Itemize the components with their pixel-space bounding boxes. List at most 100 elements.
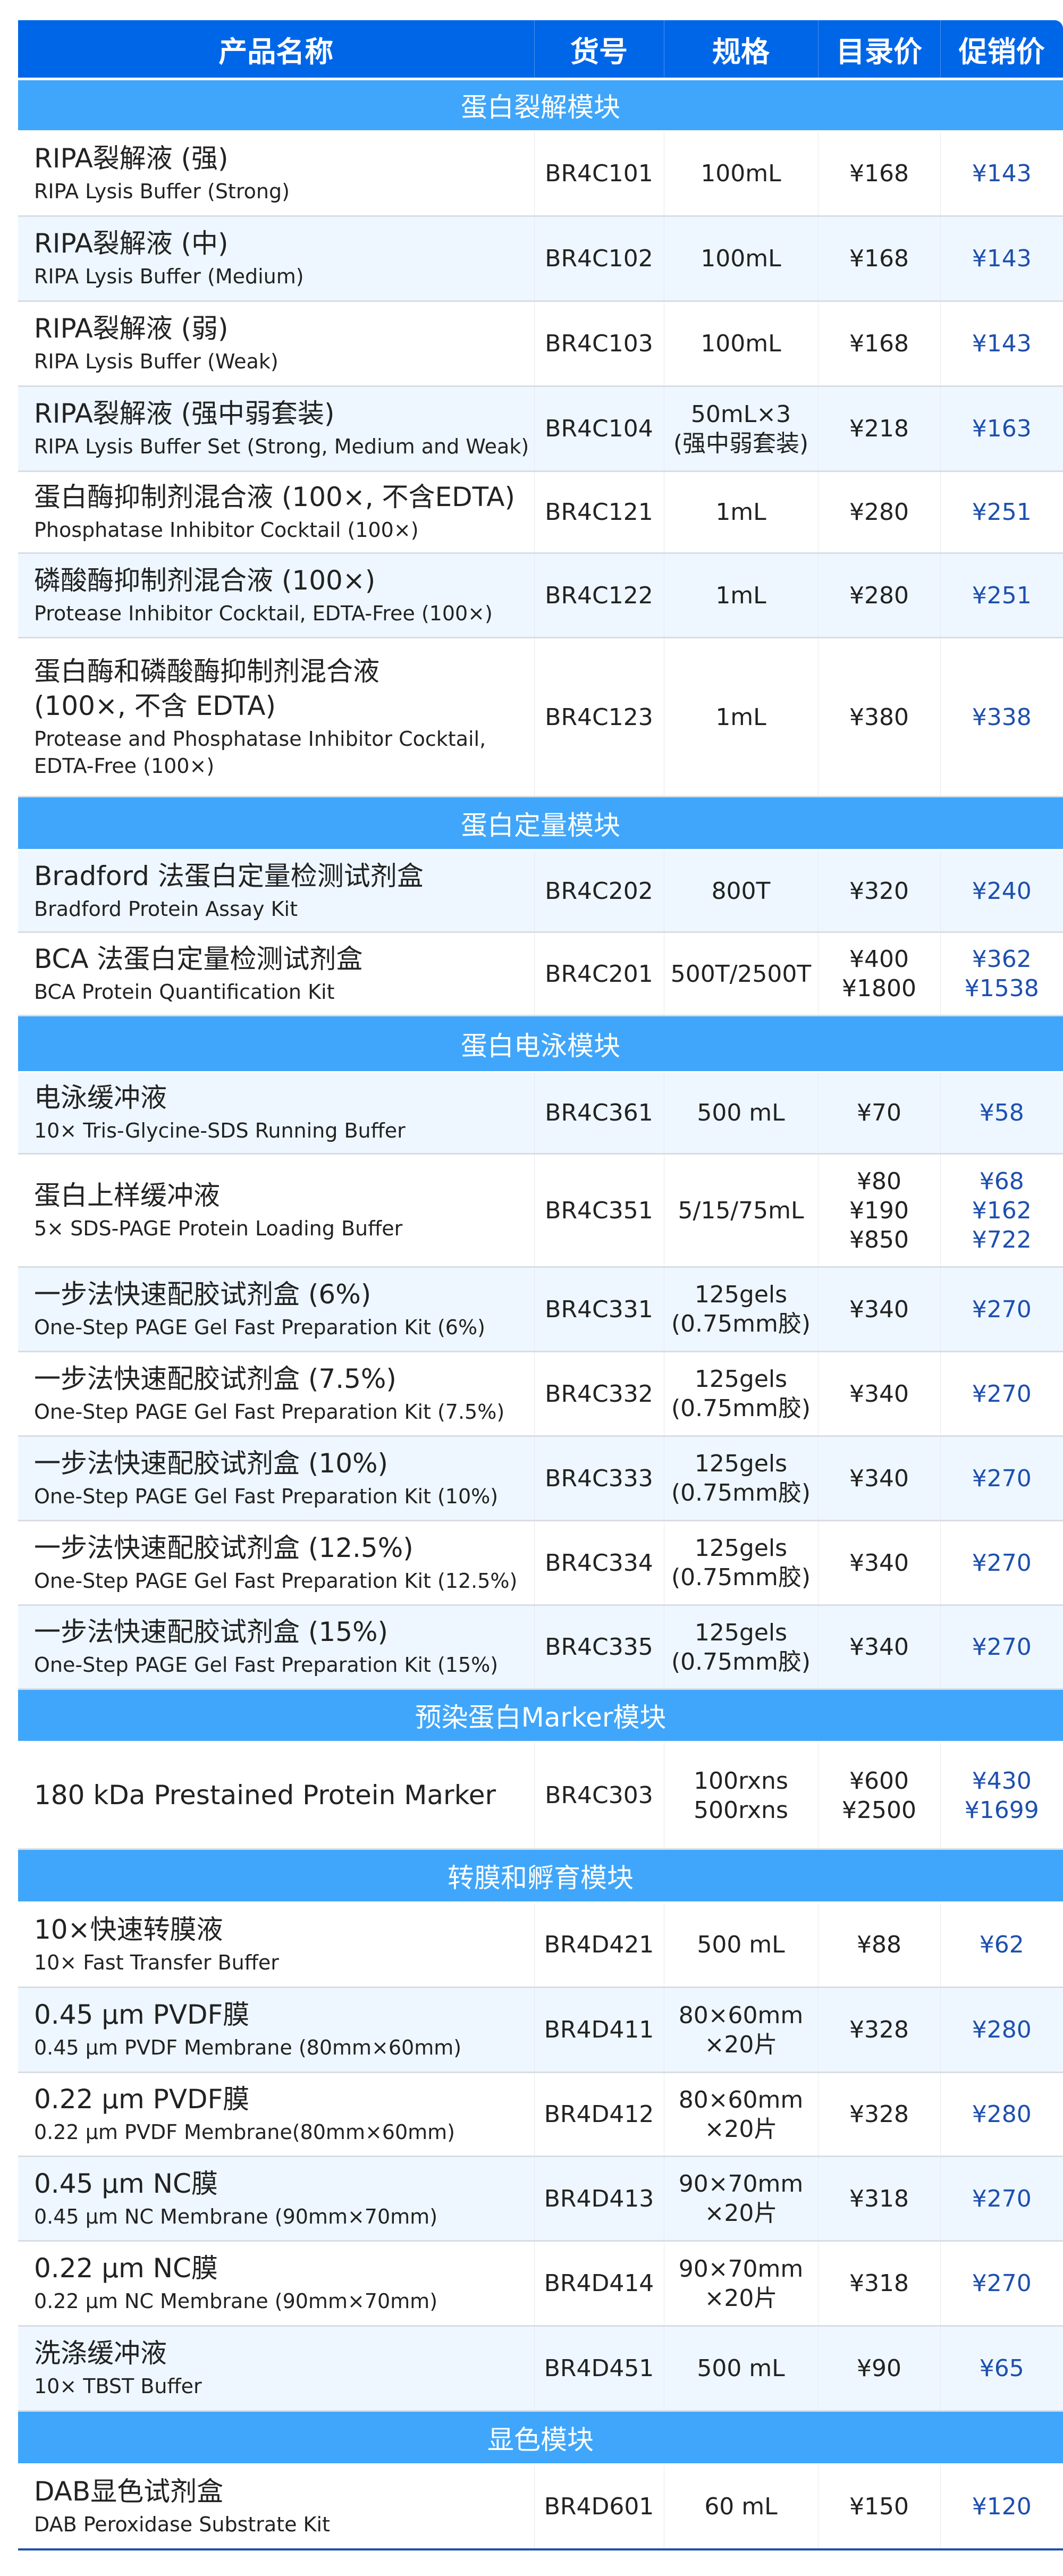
spec-line: 500rxns xyxy=(694,1796,788,1824)
spec-line: 500 mL xyxy=(697,2355,785,2382)
product-spec: 125gels (0.75mm胶) xyxy=(663,1267,818,1352)
spec-line: (0.75mm胶) xyxy=(671,1648,811,1676)
spec-line: 100rxns xyxy=(694,1767,788,1795)
product-name-cn-line: 180 kDa Prestained Protein Marker xyxy=(34,1780,496,1811)
table-header-row: 产品名称 货号 规格 目录价 促销价 xyxy=(18,20,1063,80)
product-code: BR4C331 xyxy=(534,1267,664,1352)
product-code: BR4D451 xyxy=(534,2326,664,2412)
product-name-cn-line: RIPA裂解液 (中) xyxy=(34,228,229,259)
section-header-row: 转膜和孵育模块 xyxy=(18,1849,1063,1903)
product-code: BR4C361 xyxy=(534,1072,664,1155)
product-spec: 125gels (0.75mm胶) xyxy=(663,1605,818,1690)
product-row: 0.45 µm PVDF膜 0.45 µm PVDF Membrane (80mm… xyxy=(18,1987,1063,2073)
product-row: 一步法快速配胶试剂盒 (6%) One-Step PAGE Gel Fast Pr… xyxy=(18,1267,1063,1352)
product-name-en-line: 5× SDS-PAGE Protein Loading Buffer xyxy=(34,1216,403,1240)
product-code: BR4C351 xyxy=(534,1154,664,1268)
product-name-en-line: 0.45 µm PVDF Membrane (80mm×60mm) xyxy=(34,2036,462,2060)
header-promo-price: 促销价 xyxy=(940,20,1063,80)
promo-price-value: ¥68 xyxy=(979,1167,1024,1195)
list-price: ¥168 xyxy=(817,131,940,217)
product-spec: 100mL xyxy=(663,216,818,302)
spec-line: (0.75mm胶) xyxy=(671,1310,811,1337)
list-price: ¥280 xyxy=(817,471,940,554)
spec-line: (0.75mm胶) xyxy=(671,1564,811,1591)
product-name-en: 0.45 µm NC Membrane (90mm×70mm) xyxy=(34,2203,534,2230)
product-spec: 1mL xyxy=(663,553,818,638)
product-spec: 90×70mm ×20片 xyxy=(663,2241,818,2327)
product-spec: 800T xyxy=(663,849,818,933)
promo-price: ¥68 ¥162 ¥722 xyxy=(940,1154,1063,1268)
spec-line: 1mL xyxy=(715,499,766,526)
product-row: 蛋白酶抑制剂混合液 (100×, 不含EDTA) Phosphatase Inhi… xyxy=(18,471,1063,554)
product-row: 一步法快速配胶试剂盒 (7.5%) One-Step PAGE Gel Fast … xyxy=(18,1351,1063,1437)
list-price: ¥280 xyxy=(817,553,940,638)
spec-line: 5/15/75mL xyxy=(678,1197,804,1224)
product-name-cell: RIPA裂解液 (强中弱套装) RIPA Lysis Buffer Set (St… xyxy=(18,386,534,472)
product-row: 180 kDa Prestained Protein Marker BR4C303… xyxy=(18,1741,1063,1850)
promo-price-value: ¥722 xyxy=(972,1226,1032,1253)
list-price: ¥600 ¥2500 xyxy=(817,1741,940,1850)
promo-price-value: ¥270 xyxy=(972,1295,1032,1323)
product-name-cell: 蛋白酶和磷酸酶抑制剂混合液 (100×, 不含 EDTA) Protease and… xyxy=(18,637,534,797)
spec-line: 125gels xyxy=(694,1619,788,1646)
product-name-cn-line: 一步法快速配胶试剂盒 (10%) xyxy=(34,1447,389,1479)
section-title: 蛋白电泳模块 xyxy=(18,1015,1063,1073)
product-spec: 125gels (0.75mm胶) xyxy=(663,1351,818,1437)
product-name-en-line: RIPA Lysis Buffer (Medium) xyxy=(34,265,304,289)
product-row: RIPA裂解液 (强中弱套装) RIPA Lysis Buffer Set (St… xyxy=(18,386,1063,472)
product-spec: 100mL xyxy=(663,131,818,217)
product-name-cn-line: RIPA裂解液 (强) xyxy=(34,143,229,174)
product-spec: 500 mL xyxy=(663,2326,818,2412)
list-price-value: ¥190 xyxy=(849,1197,909,1224)
product-name-en: DAB Peroxidase Substrate Kit xyxy=(34,2511,534,2538)
promo-price: ¥270 xyxy=(940,1436,1063,1521)
product-row: DAB显色试剂盒 DAB Peroxidase Substrate Kit BR4D… xyxy=(18,2464,1063,2550)
product-name-en: 0.22 µm PVDF Membrane(80mm×60mm) xyxy=(34,2119,534,2146)
product-name-cn: 180 kDa Prestained Protein Marker xyxy=(34,1778,534,1813)
product-name-en: RIPA Lysis Buffer (Weak) xyxy=(34,348,534,375)
promo-price-value: ¥280 xyxy=(972,2016,1032,2043)
product-code: BR4C102 xyxy=(534,216,664,302)
list-price: ¥340 xyxy=(817,1436,940,1521)
product-name-cell: 10×快速转膜液 10× Fast Transfer Buffer xyxy=(18,1902,534,1988)
product-spec: 500T/2500T xyxy=(663,932,818,1016)
product-row: BCA 法蛋白定量检测试剂盒 BCA Protein Quantification… xyxy=(18,932,1063,1016)
product-code: BR4D414 xyxy=(534,2241,664,2327)
product-name-en-line: 10× Fast Transfer Buffer xyxy=(34,1951,279,1975)
header-code: 货号 xyxy=(534,20,664,80)
header-list-price: 目录价 xyxy=(817,20,940,80)
spec-line: (0.75mm胶) xyxy=(671,1395,811,1422)
product-row: RIPA裂解液 (中) RIPA Lysis Buffer (Medium) BR4… xyxy=(18,216,1063,302)
promo-price: ¥251 xyxy=(940,471,1063,554)
list-price: ¥218 xyxy=(817,386,940,472)
product-name-cell: 0.22 µm PVDF膜 0.22 µm PVDF Membrane(80mm×… xyxy=(18,2072,534,2157)
product-name-cn: 洗涤缓冲液 xyxy=(34,2336,534,2371)
product-spec: 100mL xyxy=(663,301,818,387)
product-name-en: Protease and Phosphatase Inhibitor Cockt… xyxy=(34,726,534,780)
spec-line: 100mL xyxy=(701,245,781,272)
promo-price-value: ¥270 xyxy=(972,1464,1032,1492)
promo-price: ¥270 xyxy=(940,2156,1063,2242)
promo-price: ¥270 xyxy=(940,1267,1063,1352)
section-header-row: 蛋白裂解模块 xyxy=(18,79,1063,132)
spec-line: 125gels xyxy=(694,1366,788,1393)
promo-price-value: ¥270 xyxy=(972,2185,1032,2212)
product-name-en: One-Step PAGE Gel Fast Preparation Kit (… xyxy=(34,1314,534,1341)
product-name-cell: RIPA裂解液 (强) RIPA Lysis Buffer (Strong) xyxy=(18,131,534,217)
product-name-cell: DAB显色试剂盒 DAB Peroxidase Substrate Kit xyxy=(18,2464,534,2550)
promo-price: ¥58 xyxy=(940,1072,1063,1155)
list-price-value: ¥280 xyxy=(849,499,909,526)
list-price: ¥320 xyxy=(817,849,940,933)
promo-price-value: ¥62 xyxy=(979,1931,1024,1958)
product-spec: 90×70mm ×20片 xyxy=(663,2156,818,2242)
product-name-en-line: 0.22 µm PVDF Membrane(80mm×60mm) xyxy=(34,2120,455,2144)
product-code: BR4C303 xyxy=(534,1741,664,1850)
product-row: Bradford 法蛋白定量检测试剂盒 Bradford Protein Assa… xyxy=(18,849,1063,933)
product-name-cn-line: 0.22 µm PVDF膜 xyxy=(34,2084,250,2115)
product-code: BR4C332 xyxy=(534,1351,664,1437)
product-name-en: 10× TBST Buffer xyxy=(34,2373,534,2400)
promo-price-value: ¥1699 xyxy=(964,1796,1039,1824)
product-spec: 80×60mm ×20片 xyxy=(663,2072,818,2157)
promo-price: ¥362 ¥1538 xyxy=(940,932,1063,1016)
product-name-en: 5× SDS-PAGE Protein Loading Buffer xyxy=(34,1215,534,1242)
